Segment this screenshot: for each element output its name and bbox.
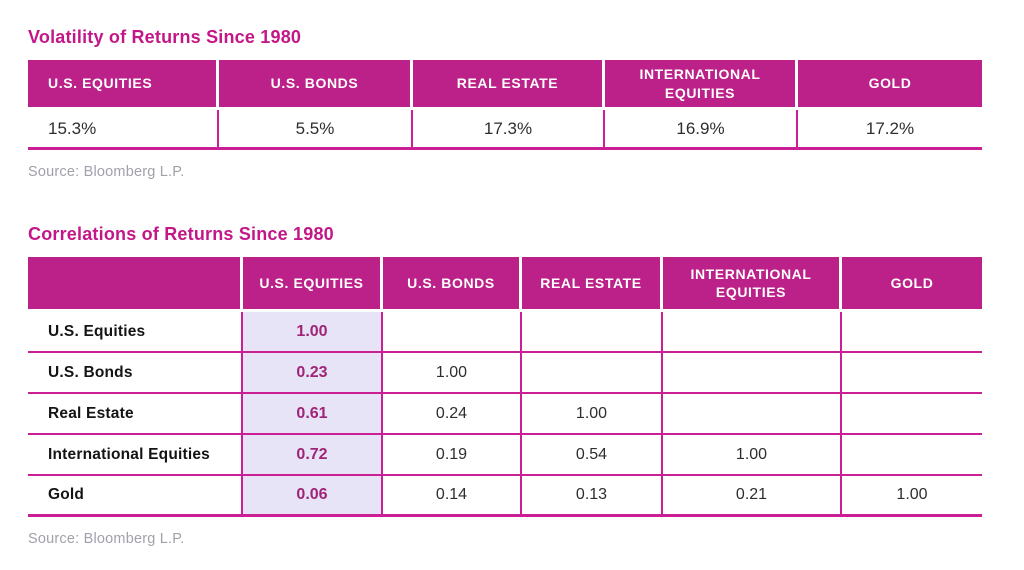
cell-us-equities-real-estate: [522, 312, 663, 353]
correlations-header-international-equities: INTERNATIONAL EQUITIES: [663, 257, 842, 312]
cell-us-bonds-real-estate: [522, 353, 663, 394]
correlations-row-international-equities: International Equities 0.72 0.19 0.54 1.…: [28, 435, 982, 476]
cell-us-bonds-us-bonds: 1.00: [383, 353, 522, 394]
correlations-header-us-equities: U.S. EQUITIES: [243, 257, 383, 312]
volatility-header-gold: GOLD: [798, 60, 982, 110]
volatility-source: Source: Bloomberg L.P.: [28, 164, 185, 180]
correlations-row-us-bonds: U.S. Bonds 0.23 1.00: [28, 353, 982, 394]
correlations-source: Source: Bloomberg L.P.: [28, 531, 185, 547]
row-label-gold: Gold: [28, 476, 243, 517]
cell-international-equities-us-bonds: 0.19: [383, 435, 522, 476]
cell-gold-international-equities: 0.21: [663, 476, 842, 517]
volatility-value-us-equities: 15.3%: [28, 110, 219, 150]
volatility-title: Volatility of Returns Since 1980: [28, 27, 302, 47]
cell-us-equities-gold: [842, 312, 982, 353]
cell-real-estate-gold: [842, 394, 982, 435]
volatility-value-international-equities: 16.9%: [605, 110, 798, 150]
cell-us-bonds-gold: [842, 353, 982, 394]
correlations-header-real-estate: REAL ESTATE: [522, 257, 663, 312]
correlations-section: Correlations of Returns Since 1980 U.S. …: [28, 224, 1024, 547]
volatility-value-us-bonds: 5.5%: [219, 110, 413, 150]
correlations-row-us-equities: U.S. Equities 1.00: [28, 312, 982, 353]
correlations-table: U.S. EQUITIES U.S. BONDS REAL ESTATE INT…: [28, 257, 982, 517]
cell-international-equities-us-equities: 0.72: [243, 435, 383, 476]
cell-international-equities-real-estate: 0.54: [522, 435, 663, 476]
cell-us-equities-international-equities: [663, 312, 842, 353]
cell-us-bonds-international-equities: [663, 353, 842, 394]
cell-gold-us-equities: 0.06: [243, 476, 383, 517]
volatility-value-row: 15.3% 5.5% 17.3% 16.9% 17.2%: [28, 110, 982, 150]
correlations-header-row: U.S. EQUITIES U.S. BONDS REAL ESTATE INT…: [28, 257, 982, 312]
cell-international-equities-international-equities: 1.00: [663, 435, 842, 476]
volatility-header-real-estate: REAL ESTATE: [413, 60, 605, 110]
cell-us-equities-us-equities: 1.00: [243, 312, 383, 353]
volatility-header-us-equities: U.S. EQUITIES: [28, 60, 219, 110]
cell-real-estate-international-equities: [663, 394, 842, 435]
correlations-header-corner: [28, 257, 243, 312]
correlations-header-us-bonds: U.S. BONDS: [383, 257, 522, 312]
cell-real-estate-real-estate: 1.00: [522, 394, 663, 435]
volatility-header-row: U.S. EQUITIES U.S. BONDS REAL ESTATE INT…: [28, 60, 982, 110]
cell-gold-real-estate: 0.13: [522, 476, 663, 517]
row-label-international-equities: International Equities: [28, 435, 243, 476]
volatility-value-gold: 17.2%: [798, 110, 982, 150]
row-label-us-bonds: U.S. Bonds: [28, 353, 243, 394]
cell-us-equities-us-bonds: [383, 312, 522, 353]
row-label-real-estate: Real Estate: [28, 394, 243, 435]
cell-international-equities-gold: [842, 435, 982, 476]
cell-real-estate-us-bonds: 0.24: [383, 394, 522, 435]
correlations-row-gold: Gold 0.06 0.14 0.13 0.21 1.00: [28, 476, 982, 517]
cell-real-estate-us-equities: 0.61: [243, 394, 383, 435]
correlations-title: Correlations of Returns Since 1980: [28, 224, 334, 244]
volatility-section: Volatility of Returns Since 1980 U.S. EQ…: [28, 27, 1024, 180]
volatility-table: U.S. EQUITIES U.S. BONDS REAL ESTATE INT…: [28, 60, 982, 150]
volatility-header-us-bonds: U.S. BONDS: [219, 60, 413, 110]
cell-gold-us-bonds: 0.14: [383, 476, 522, 517]
cell-gold-gold: 1.00: [842, 476, 982, 517]
cell-us-bonds-us-equities: 0.23: [243, 353, 383, 394]
volatility-value-real-estate: 17.3%: [413, 110, 605, 150]
volatility-header-international-equities: INTERNATIONAL EQUITIES: [605, 60, 798, 110]
row-label-us-equities: U.S. Equities: [28, 312, 243, 353]
correlations-header-gold: GOLD: [842, 257, 982, 312]
correlations-row-real-estate: Real Estate 0.61 0.24 1.00: [28, 394, 982, 435]
